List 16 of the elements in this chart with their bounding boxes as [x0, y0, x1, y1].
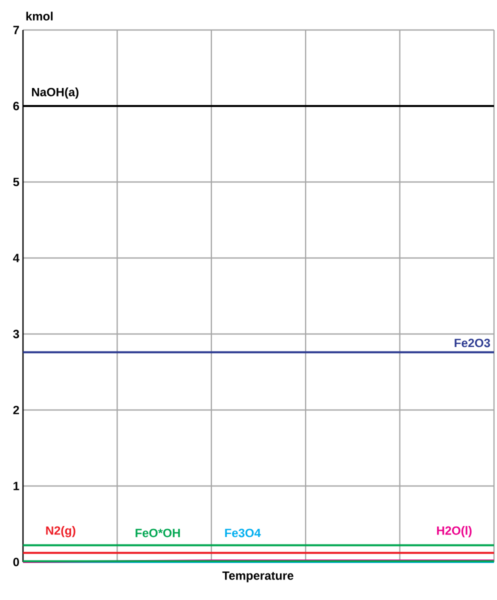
y-tick-label: 0: [13, 558, 19, 566]
series-label: H2O(l): [436, 526, 472, 538]
y-tick-label: 1: [13, 482, 19, 490]
y-tick-label: 6: [13, 102, 19, 110]
y-tick-label: 5: [13, 178, 19, 186]
series-label: FeO*OH: [135, 528, 180, 538]
y-axis-title: kmol: [26, 12, 52, 20]
series-label: Fe2O3: [454, 338, 490, 348]
y-tick-label: 4: [12, 254, 20, 262]
x-axis-title: Temperature: [222, 572, 294, 582]
series-label: NaOH(a): [32, 88, 78, 99]
y-tick-label: 3: [12, 330, 19, 338]
y-tick-label: 2: [13, 406, 19, 414]
y-tick-label: 7: [13, 26, 19, 34]
series-label: N2(g): [46, 526, 76, 538]
text: Fe3O4: [224, 528, 261, 538]
